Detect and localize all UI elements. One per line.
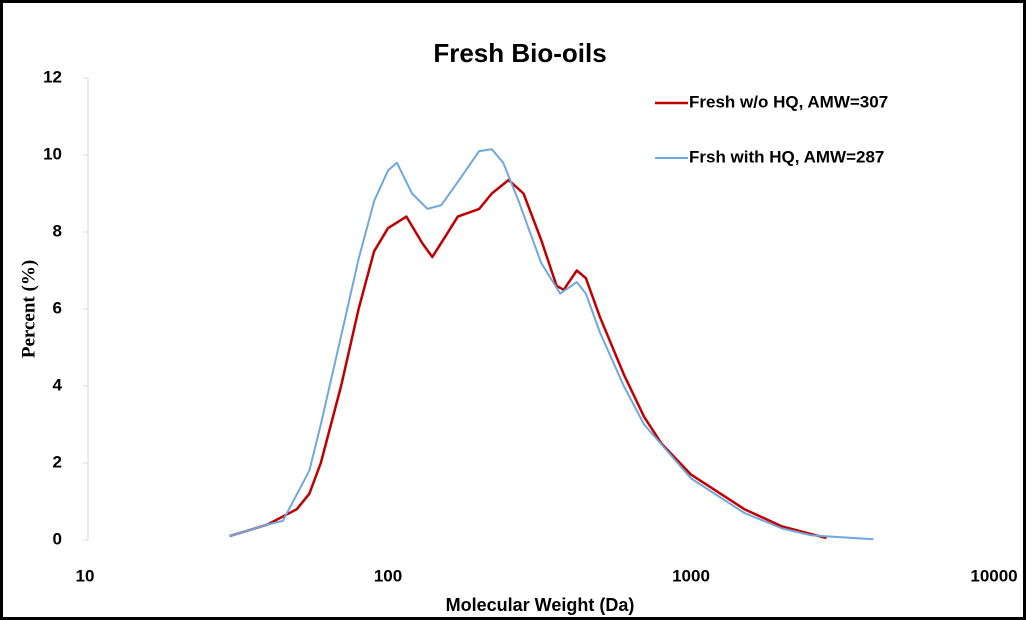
y-axis-label: Percent (%) — [18, 260, 39, 358]
y-tick-label: 10 — [43, 144, 62, 163]
y-tick-label: 4 — [53, 375, 63, 394]
series-line — [229, 178, 827, 540]
y-tick-label: 12 — [43, 67, 62, 86]
x-tick-label: 10 — [76, 566, 95, 585]
x-axis-label: Molecular Weight (Da) — [446, 595, 635, 615]
x-tick-label: 100 — [374, 566, 402, 585]
y-tick-label: 2 — [53, 452, 62, 471]
chart-title: Fresh Bio-oils — [433, 38, 606, 68]
legend-label: Fresh w/o HQ, AMW=307 — [689, 92, 888, 111]
x-tick-label: 10000 — [970, 566, 1017, 585]
y-tick-label: 8 — [53, 221, 62, 240]
series-line — [229, 148, 874, 541]
x-tick-label: 1000 — [672, 566, 710, 585]
y-tick-label: 6 — [53, 298, 62, 317]
y-tick-label: 0 — [53, 529, 62, 548]
legend-label: Frsh with HQ, AMW=287 — [689, 147, 884, 166]
